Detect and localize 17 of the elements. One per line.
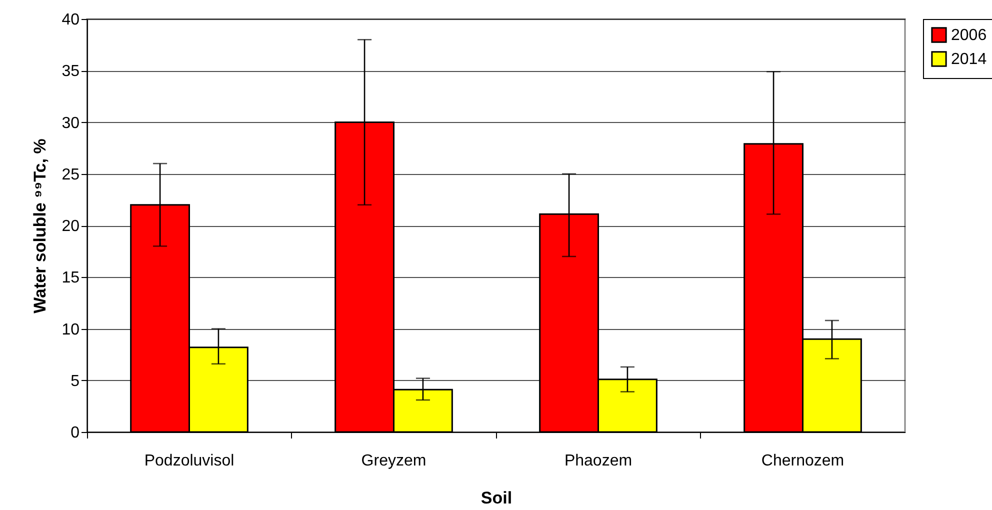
x-tick-label: Podzoluvisol	[144, 452, 234, 470]
y-tick-label: 30	[62, 114, 80, 132]
x-tick-label: Phaozem	[564, 452, 632, 470]
y-tick-label: 35	[62, 63, 80, 80]
y-tick-label: 0	[70, 424, 80, 442]
y-tick-label: 15	[62, 270, 80, 287]
y-tick-label: 20	[62, 218, 80, 235]
y-tick-label: 40	[62, 12, 80, 28]
legend-label: 2014	[951, 51, 987, 68]
legend-label: 2006	[951, 27, 987, 44]
x-tick-label: Greyzem	[361, 452, 426, 470]
x-tick-label: Chernozem	[761, 452, 844, 470]
y-axis-title: Water soluble ⁹⁹Tc, %	[30, 138, 50, 314]
y-tick-label: 25	[62, 166, 80, 184]
x-axis-title: Soil	[480, 488, 512, 508]
y-tick-label: 10	[62, 321, 80, 338]
y-tick-label: 5	[70, 372, 80, 390]
